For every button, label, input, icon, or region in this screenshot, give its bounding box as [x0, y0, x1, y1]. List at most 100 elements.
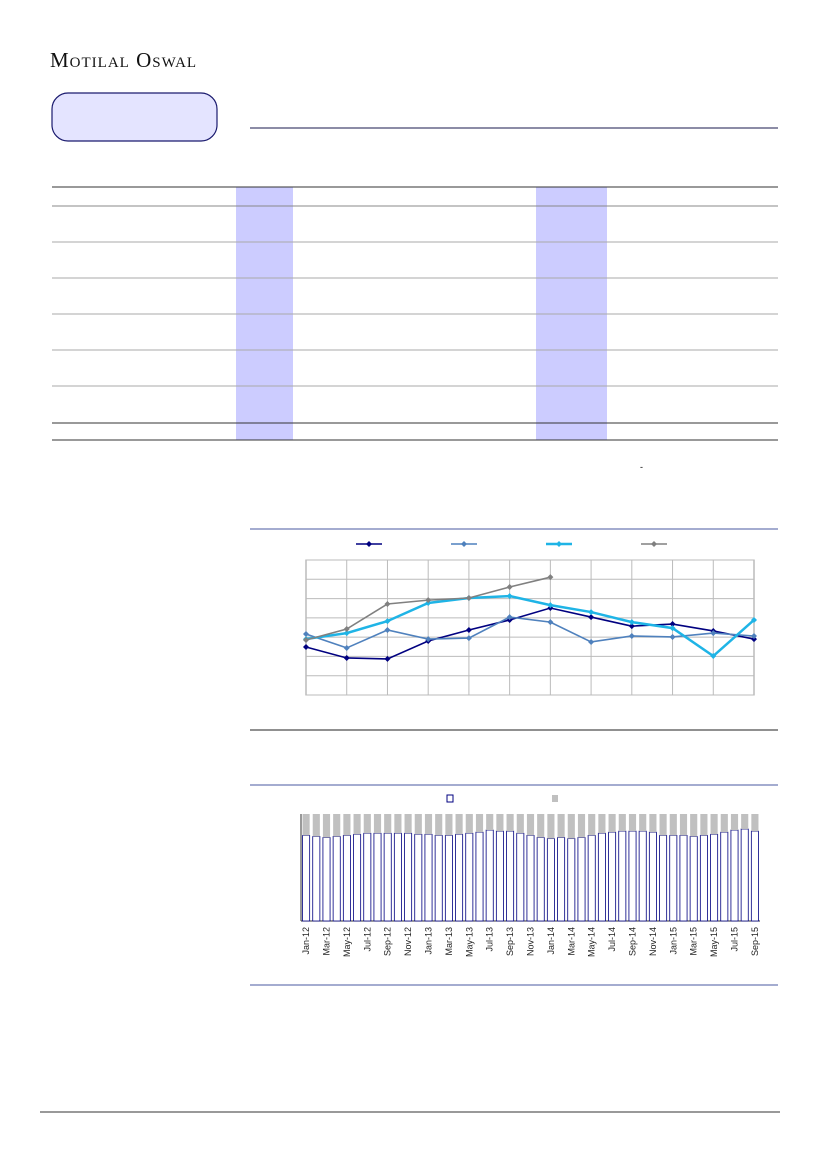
bar-segment [587, 835, 596, 922]
bar-segment [475, 831, 484, 922]
marker [384, 627, 391, 634]
bar-segment [444, 835, 453, 922]
marker [669, 621, 676, 628]
logo: Motilal Oswal [50, 48, 197, 72]
bar-segment [394, 814, 402, 834]
marker [628, 623, 635, 630]
x-tick-label: May-15 [709, 927, 719, 957]
marker [303, 643, 309, 650]
bar-segment [485, 829, 494, 922]
marker [669, 625, 676, 632]
x-tick-label: Sep-15 [750, 927, 760, 956]
bar-segment [751, 814, 759, 832]
bar-segment [699, 835, 708, 922]
line [305, 607, 755, 660]
bar-segment [598, 814, 606, 834]
bar-segment [639, 814, 647, 832]
bar-segment [414, 833, 423, 922]
bar-segment [567, 838, 576, 922]
x-tick-label: Nov-14 [648, 927, 658, 956]
line [305, 616, 755, 649]
x-tick-label: Sep-13 [505, 927, 515, 956]
bar-segment [628, 814, 637, 832]
bar-segment [465, 832, 474, 922]
bar-segment [546, 838, 555, 922]
legend-swatch [446, 794, 454, 803]
x-tick-label: Mar-13 [444, 927, 454, 956]
bar-segment [343, 814, 351, 836]
bar-segment [730, 814, 739, 831]
bar-segment [557, 814, 565, 838]
legend-marker [556, 541, 562, 547]
x-tick-label: Jul-15 [730, 927, 740, 952]
bar-segment [669, 835, 678, 922]
x-tick-label: Jul-14 [607, 927, 617, 952]
marker [628, 619, 635, 626]
marker [303, 631, 309, 638]
marker [506, 593, 513, 600]
marker [303, 637, 309, 644]
bar-segment [526, 835, 535, 922]
bar-segment [516, 832, 525, 922]
bar-segment [689, 836, 698, 922]
marker [465, 594, 472, 601]
section-box [51, 92, 218, 142]
bar-segment [353, 833, 362, 922]
legend-marker [461, 541, 467, 547]
bar-segment [720, 814, 728, 833]
bar-segment [547, 814, 555, 839]
bar-segment [679, 835, 688, 922]
bar-segment [363, 832, 372, 922]
bar-segment [455, 814, 463, 835]
bar-segment [628, 830, 637, 922]
bar-segment [557, 837, 566, 922]
bar-segment [741, 814, 749, 829]
marker [506, 584, 513, 590]
bar-segment [618, 830, 627, 922]
marker [547, 619, 554, 626]
bar-segment [455, 833, 464, 922]
x-tick-label: May-14 [587, 927, 597, 957]
x-tick-label: Mar-12 [322, 927, 332, 956]
bar-segment [567, 814, 575, 839]
line [305, 594, 755, 658]
bar-segment [648, 831, 657, 922]
marker [384, 655, 391, 662]
bar-segment [414, 814, 422, 835]
bar-segment [597, 832, 606, 922]
marker [506, 614, 513, 621]
marker [628, 632, 635, 639]
bar-segment [740, 828, 749, 922]
bar-segment [608, 814, 616, 833]
bar-segment [434, 835, 443, 922]
x-tick-label: Jul-12 [362, 927, 372, 952]
bar-segment [526, 814, 535, 836]
bar-segment [638, 830, 647, 922]
legend-marker [651, 541, 657, 547]
bar-segment [435, 814, 443, 836]
bar-segment [710, 814, 718, 835]
bar-segment [393, 832, 402, 922]
bar-segment [333, 814, 341, 837]
x-tick-label: Nov-12 [403, 927, 413, 956]
bar-segment [312, 836, 321, 922]
bar-segment [342, 835, 351, 922]
bar-segment [322, 837, 331, 922]
marker [343, 626, 350, 633]
footnote-mark: - [640, 462, 643, 472]
bar-segment [322, 814, 331, 838]
bar-segment [486, 814, 494, 831]
bar-segment [332, 836, 341, 922]
marker [547, 602, 554, 609]
legend-marker [366, 541, 372, 547]
bar-segment [618, 814, 626, 832]
bar-segment [608, 831, 617, 922]
bar-segment [700, 814, 708, 836]
marker [669, 633, 676, 640]
bar-segment [363, 814, 371, 834]
bar-segment [465, 814, 473, 834]
x-tick-label: Sep-14 [628, 927, 638, 956]
x-tick-label: Jan-15 [668, 927, 678, 955]
bar-segment [495, 830, 504, 922]
